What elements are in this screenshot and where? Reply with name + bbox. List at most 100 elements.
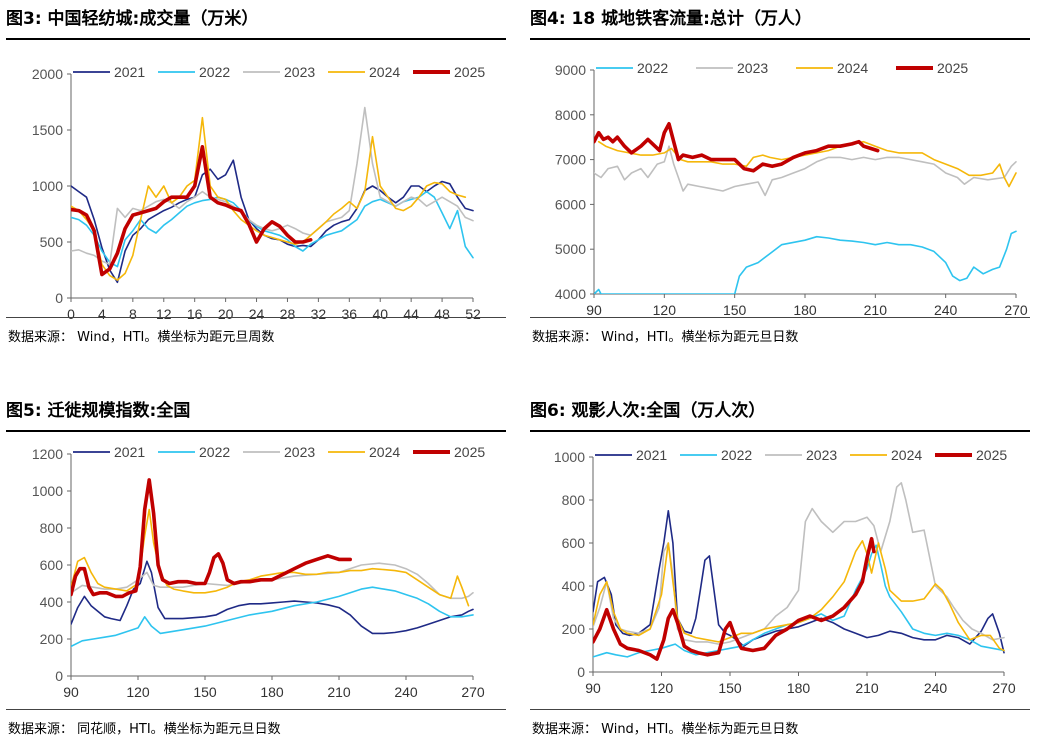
legend-label-2024: 2024 bbox=[891, 447, 922, 463]
x-tick-label: 24 bbox=[249, 306, 265, 322]
chart-metro-ridership: 4000 5000 6000 7000 8000 9000 90 120 150 180 210 24… bbox=[555, 60, 1028, 318]
legend-label-2023: 2023 bbox=[284, 64, 315, 80]
x-tick-label: 32 bbox=[311, 306, 327, 322]
legend-label-2021: 2021 bbox=[636, 447, 667, 463]
x-tick-label: 8 bbox=[129, 306, 137, 322]
legend-label-2024: 2024 bbox=[369, 444, 400, 460]
x-tick-label: 120 bbox=[126, 684, 150, 700]
panel-chart-4: 图4: 18 城地铁客流量:总计（万人） 4000 5000 6000 7000 800… bbox=[530, 8, 1030, 348]
y-tick-label: 0 bbox=[55, 290, 63, 306]
panel-chart-5: 图5: 迁徙规模指数:全国 0 200 400 600 800 1000 1200 90 120… bbox=[6, 400, 506, 740]
x-tick-label: 240 bbox=[394, 684, 418, 700]
legend-label-2022: 2022 bbox=[721, 447, 752, 463]
x-tick-label: 120 bbox=[650, 680, 674, 696]
y-tick-label: 0 bbox=[577, 664, 585, 680]
x-tick-label: 16 bbox=[187, 306, 203, 322]
x-tick-label: 0 bbox=[67, 306, 75, 322]
x-tick-label: 270 bbox=[1004, 302, 1028, 318]
x-tick-label: 90 bbox=[586, 302, 602, 318]
x-tick-label: 44 bbox=[403, 306, 419, 322]
panel-chart-3: 图3: 中国轻纺城:成交量（万米） 0 500 1000 1500 2000 0 4 8 12 1… bbox=[6, 8, 506, 348]
legend-label-2022: 2022 bbox=[637, 60, 668, 76]
legend-label-2025: 2025 bbox=[454, 64, 485, 80]
y-tick-label: 1000 bbox=[554, 449, 585, 465]
y-tick-label: 6000 bbox=[555, 196, 586, 212]
y-tick-label: 400 bbox=[562, 578, 586, 594]
legend-label-2025: 2025 bbox=[976, 447, 1007, 463]
y-tick-label: 200 bbox=[40, 631, 64, 647]
y-tick-label: 800 bbox=[40, 520, 64, 536]
series-line-2023 bbox=[593, 482, 1005, 645]
series-line-2022 bbox=[71, 190, 474, 268]
title-rule bbox=[6, 38, 506, 40]
series-line-2025 bbox=[594, 122, 880, 173]
legend-label-2025: 2025 bbox=[454, 444, 485, 460]
y-tick-label: 1000 bbox=[32, 483, 63, 499]
legend-label-2023: 2023 bbox=[806, 447, 837, 463]
x-tick-label: 180 bbox=[787, 680, 811, 696]
legend-label-2021: 2021 bbox=[114, 444, 145, 460]
panel-title: 图5: 迁徙规模指数:全国 bbox=[6, 401, 191, 421]
source-rule bbox=[530, 317, 1030, 318]
x-tick-label: 20 bbox=[218, 306, 234, 322]
source-rule bbox=[6, 317, 506, 318]
y-tick-label: 800 bbox=[562, 492, 586, 508]
y-tick-label: 9000 bbox=[555, 62, 586, 78]
x-tick-label: 270 bbox=[992, 680, 1016, 696]
x-tick-label: 270 bbox=[461, 684, 485, 700]
series-line-2022 bbox=[594, 230, 1017, 294]
x-tick-label: 4 bbox=[98, 306, 106, 322]
y-tick-label: 1200 bbox=[32, 446, 63, 462]
x-tick-label: 210 bbox=[327, 684, 351, 700]
x-tick-label: 150 bbox=[193, 684, 217, 700]
y-tick-label: 500 bbox=[40, 234, 64, 250]
legend-label-2021: 2021 bbox=[114, 64, 145, 80]
x-tick-label: 90 bbox=[585, 680, 601, 696]
y-tick-label: 5000 bbox=[555, 241, 586, 257]
series-line-2024 bbox=[597, 140, 1017, 188]
series-line-2023 bbox=[71, 106, 474, 266]
x-tick-label: 210 bbox=[864, 302, 888, 318]
series-line-2023 bbox=[594, 145, 1017, 197]
y-tick-label: 4000 bbox=[555, 286, 586, 302]
legend-label-2023: 2023 bbox=[284, 444, 315, 460]
y-tick-label: 1000 bbox=[32, 178, 63, 194]
panel-title: 图3: 中国轻纺城:成交量（万米） bbox=[6, 9, 259, 29]
y-tick-label: 7000 bbox=[555, 152, 586, 168]
source-note: 数据来源： Wind，HTI。横坐标为距元旦周数 bbox=[8, 330, 275, 345]
source-note: 数据来源： 同花顺，HTI。横坐标为距元旦日数 bbox=[8, 722, 281, 737]
x-tick-label: 40 bbox=[372, 306, 388, 322]
series-line-2022 bbox=[71, 586, 474, 648]
series-line-2024 bbox=[71, 116, 467, 281]
y-tick-label: 200 bbox=[562, 621, 586, 637]
series-line-2024 bbox=[71, 508, 470, 607]
x-tick-label: 90 bbox=[63, 684, 79, 700]
series-line-2021 bbox=[71, 560, 474, 635]
y-tick-label: 1500 bbox=[32, 122, 63, 138]
legend-label-2022: 2022 bbox=[199, 444, 230, 460]
series-line-2024 bbox=[593, 540, 1005, 652]
legend-label-2024: 2024 bbox=[837, 60, 868, 76]
legend-label-2023: 2023 bbox=[737, 60, 768, 76]
x-tick-label: 150 bbox=[723, 302, 747, 318]
x-tick-label: 28 bbox=[280, 306, 296, 322]
legend-label-2025: 2025 bbox=[937, 60, 968, 76]
series-line-2025 bbox=[71, 478, 352, 599]
panel-chart-6: 图6: 观影人次:全国（万人次） 0 200 400 600 800 1000 90 120 1… bbox=[530, 400, 1030, 740]
title-rule bbox=[530, 430, 1030, 432]
x-tick-label: 36 bbox=[342, 306, 358, 322]
y-tick-label: 400 bbox=[40, 594, 64, 610]
legend-label-2022: 2022 bbox=[199, 64, 230, 80]
x-tick-label: 150 bbox=[718, 680, 742, 696]
panel-title: 图6: 观影人次:全国（万人次） bbox=[530, 401, 766, 421]
x-tick-label: 48 bbox=[434, 306, 450, 322]
source-rule bbox=[6, 709, 506, 710]
series-line-2025 bbox=[593, 536, 876, 661]
x-tick-label: 12 bbox=[156, 306, 172, 322]
series-line-2021 bbox=[593, 510, 1005, 654]
source-note: 数据来源： Wind，HTI。横坐标为距元旦日数 bbox=[532, 330, 799, 345]
y-tick-label: 8000 bbox=[555, 107, 586, 123]
chart-migration-index: 0 200 400 600 800 1000 1200 90 120 150 180 210 240 27… bbox=[32, 444, 486, 700]
panel-title: 图4: 18 城地铁客流量:总计（万人） bbox=[530, 9, 812, 29]
